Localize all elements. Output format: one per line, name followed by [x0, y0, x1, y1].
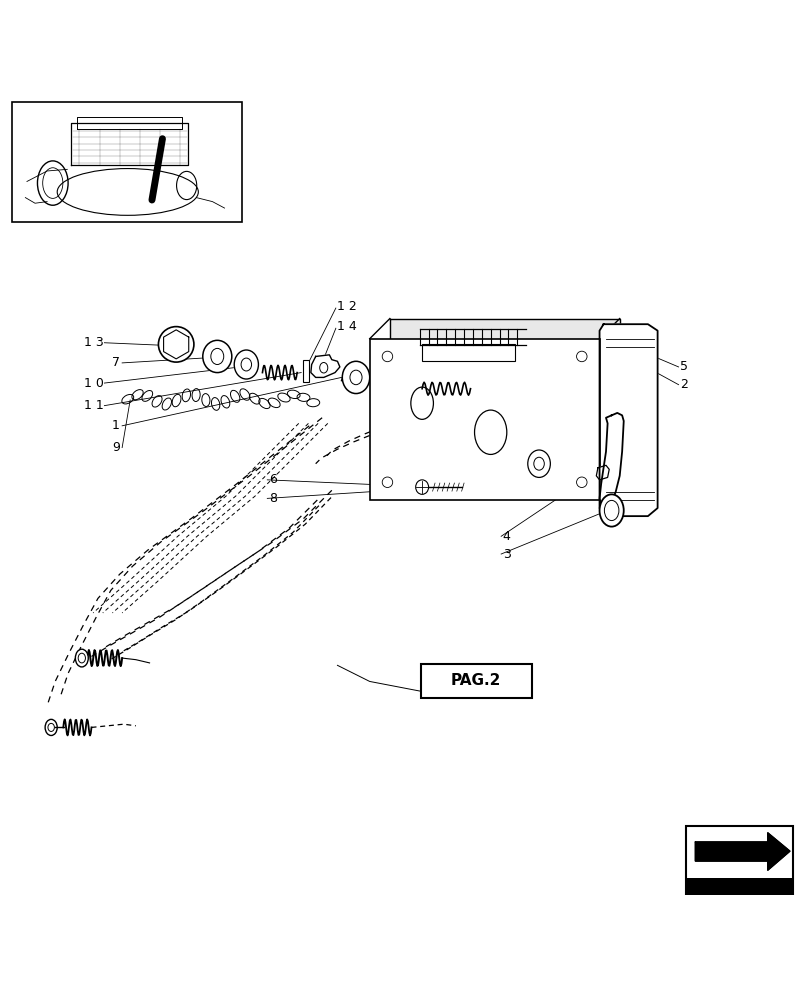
Text: 1 0: 1 0: [84, 377, 104, 390]
Polygon shape: [599, 324, 657, 516]
Text: 9: 9: [112, 441, 119, 454]
Text: 7: 7: [112, 356, 119, 369]
Text: 2: 2: [680, 378, 687, 391]
Text: 5: 5: [680, 360, 688, 373]
Polygon shape: [311, 355, 340, 377]
Text: 1 2: 1 2: [337, 300, 357, 313]
Polygon shape: [595, 465, 608, 480]
Text: 1 3: 1 3: [84, 336, 104, 349]
Ellipse shape: [415, 480, 428, 494]
Text: 6: 6: [268, 473, 277, 486]
Polygon shape: [599, 413, 623, 506]
Bar: [422, 344, 514, 361]
Ellipse shape: [203, 340, 231, 373]
Text: 1 1: 1 1: [84, 399, 104, 412]
Ellipse shape: [158, 327, 194, 362]
Bar: [369, 339, 599, 500]
Text: 1 4: 1 4: [337, 320, 357, 333]
Ellipse shape: [599, 494, 623, 527]
Bar: [420, 664, 531, 698]
Text: 3: 3: [502, 548, 510, 561]
Polygon shape: [389, 319, 619, 480]
Text: 8: 8: [268, 492, 277, 505]
Text: 4: 4: [502, 530, 510, 543]
Bar: [303, 360, 309, 382]
Ellipse shape: [75, 649, 88, 667]
Text: 1: 1: [112, 419, 119, 432]
Ellipse shape: [234, 350, 258, 379]
Ellipse shape: [342, 361, 369, 394]
Bar: [12, 102, 242, 222]
Text: PAG.2: PAG.2: [450, 673, 500, 688]
